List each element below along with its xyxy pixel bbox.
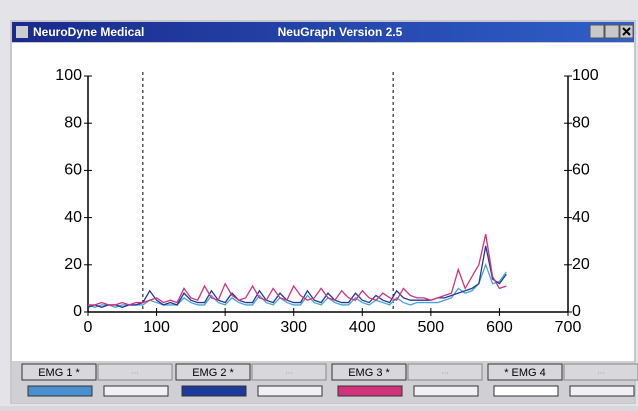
channel-tab[interactable] <box>487 363 563 381</box>
maximize-button[interactable] <box>604 24 620 39</box>
y-tick-label: 60 <box>64 162 82 179</box>
channel-tab[interactable] <box>175 363 251 381</box>
channel-swatch <box>493 385 559 397</box>
blank-tab-label: ... <box>285 365 293 375</box>
blank-tab-label: ... <box>131 365 139 375</box>
y-tick-label: 0 <box>73 303 82 320</box>
y2-tick-label: 20 <box>572 256 590 273</box>
channel-tabs: EMG 1 *... EMG 2 *... EMG 3 *... * EMG 4... <box>21 363 638 397</box>
blank-tab[interactable] <box>563 363 638 381</box>
x-tick-label: 600 <box>486 319 513 336</box>
x-tick-label: 100 <box>143 319 170 336</box>
y2-tick-label: 80 <box>572 114 590 131</box>
blank-swatch <box>413 385 479 397</box>
channel-tab[interactable] <box>331 363 407 381</box>
blank-swatch <box>569 385 635 397</box>
channel-label: EMG 3 * <box>348 367 390 379</box>
x-tick-label: 300 <box>280 319 307 336</box>
channel-tab[interactable] <box>21 363 97 381</box>
window-title: NeuGraph Version 2.5 <box>278 25 403 39</box>
x-tick-label: 700 <box>555 319 582 336</box>
minimize-button[interactable] <box>589 24 605 39</box>
y-tick-label: 40 <box>64 209 82 226</box>
blank-tab[interactable] <box>97 363 173 381</box>
y-tick-label: 100 <box>55 67 82 84</box>
x-tick-label: 400 <box>349 319 376 336</box>
app-icon <box>16 26 28 38</box>
blank-swatch <box>257 385 323 397</box>
blank-tab-label: ... <box>441 365 449 375</box>
y2-tick-label: 0 <box>572 303 581 320</box>
series-line <box>87 262 507 308</box>
blank-tab[interactable] <box>251 363 327 381</box>
series-line <box>88 233 507 306</box>
close-icon <box>622 27 631 36</box>
channel-label: * EMG 4 <box>504 367 546 379</box>
y2-tick-label: 60 <box>572 162 590 179</box>
x-tick-label: 200 <box>212 319 239 336</box>
app-name: NeuroDyne Medical <box>33 25 144 39</box>
y2-tick-label: 40 <box>572 209 590 226</box>
chart: 0 20 40 60 80 100 0 20 40 60 80 100 0 100 200 300 400 500… <box>55 67 599 336</box>
channel-label: EMG 2 * <box>192 367 234 379</box>
y-tick-label: 20 <box>64 256 82 273</box>
plot-panel <box>12 43 634 361</box>
channel-swatch <box>337 385 403 397</box>
channel-swatch <box>181 385 247 397</box>
x-tick-label: 500 <box>418 319 445 336</box>
title-bar <box>12 22 634 42</box>
blank-tab[interactable] <box>407 363 483 381</box>
y2-tick-label: 100 <box>572 67 599 84</box>
blank-tab-label: ... <box>597 365 605 375</box>
x-tick-label: 0 <box>84 319 93 336</box>
channel-label: EMG 1 * <box>38 367 80 379</box>
blank-swatch <box>103 385 169 397</box>
channel-swatch <box>27 385 93 397</box>
y-tick-label: 80 <box>64 114 82 131</box>
